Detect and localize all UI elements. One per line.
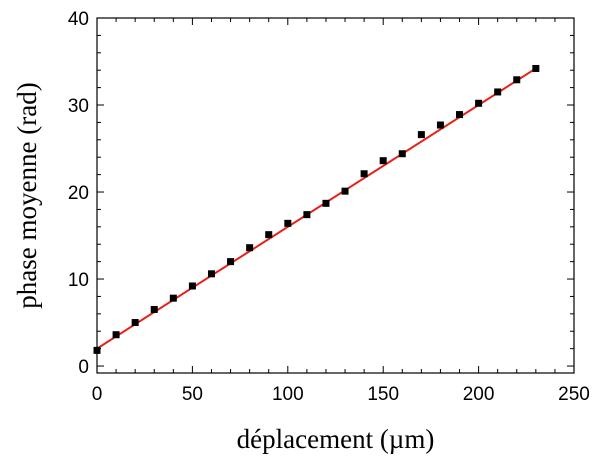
x-tick-label: 200	[463, 384, 495, 405]
data-point	[303, 211, 311, 219]
y-axis-title: phase moyenne (rad)	[12, 82, 42, 308]
data-point	[322, 199, 330, 207]
y-tick-label: 0	[78, 357, 89, 378]
data-point	[112, 331, 120, 339]
fit-line	[96, 67, 537, 350]
data-point	[456, 111, 464, 119]
data-point	[398, 150, 406, 158]
data-point	[227, 258, 235, 266]
data-point	[284, 219, 292, 227]
x-tick-label: 100	[272, 384, 304, 405]
data-point	[188, 282, 196, 290]
data-point	[265, 231, 273, 239]
data-point	[246, 244, 254, 252]
tick-labels: 0 50 100 150 200 250 0 10 20 30 40	[68, 9, 590, 405]
x-tick-label: 250	[558, 384, 590, 405]
data-points	[93, 64, 540, 354]
data-point	[494, 88, 502, 96]
x-tick-label: 0	[92, 384, 103, 405]
data-point	[207, 270, 215, 278]
x-axis-title: déplacement (µm)	[237, 424, 435, 454]
data-point	[532, 64, 540, 72]
data-point	[436, 121, 444, 129]
x-tick-label: 150	[367, 384, 399, 405]
data-point	[379, 157, 387, 165]
fit-line-layer	[96, 67, 537, 350]
x-tick-label: 50	[182, 384, 203, 405]
data-point	[150, 305, 158, 313]
data-point	[169, 294, 177, 302]
data-point	[475, 99, 483, 107]
data-point	[341, 187, 349, 195]
y-tick-label: 30	[68, 96, 89, 117]
data-point	[360, 170, 368, 178]
y-tick-label: 20	[68, 183, 89, 204]
data-point	[417, 131, 425, 139]
data-point	[131, 319, 139, 327]
data-point	[513, 76, 521, 84]
axis-ticks	[96, 17, 575, 373]
y-tick-label: 10	[68, 270, 89, 291]
plot-frame	[96, 17, 575, 374]
y-tick-label: 40	[68, 9, 89, 30]
